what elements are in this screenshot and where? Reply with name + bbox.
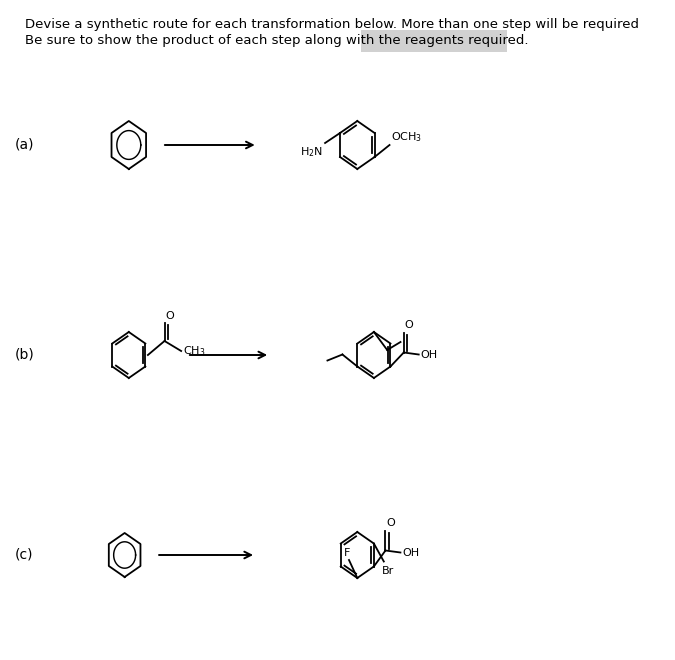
Text: (b): (b) bbox=[15, 348, 34, 362]
Text: OH: OH bbox=[421, 350, 437, 360]
Text: F: F bbox=[344, 548, 350, 558]
Text: CH$_3$: CH$_3$ bbox=[183, 344, 205, 358]
Text: Devise a synthetic route for each transformation below. More than one step will : Devise a synthetic route for each transf… bbox=[25, 18, 639, 31]
Text: OCH$_3$: OCH$_3$ bbox=[392, 130, 423, 144]
Text: OH: OH bbox=[402, 548, 419, 558]
Text: Br: Br bbox=[382, 566, 394, 576]
Text: O: O bbox=[404, 321, 413, 331]
FancyBboxPatch shape bbox=[361, 30, 507, 52]
Text: Be sure to show the product of each step along with the reagents required.: Be sure to show the product of each step… bbox=[25, 34, 529, 47]
Text: (a): (a) bbox=[15, 138, 34, 152]
Text: O: O bbox=[165, 311, 174, 321]
Text: H$_2$N: H$_2$N bbox=[300, 145, 323, 159]
Text: (c): (c) bbox=[15, 548, 34, 562]
Text: O: O bbox=[386, 519, 395, 529]
